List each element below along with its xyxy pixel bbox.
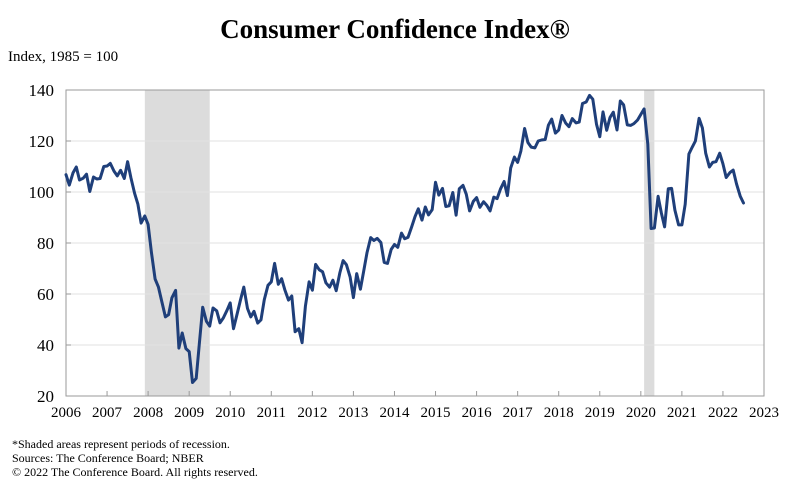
x-tick-label: 2012 — [297, 405, 327, 421]
y-tick-label: 120 — [29, 132, 55, 151]
y-tick-label: 140 — [29, 81, 55, 100]
x-tick-label: 2006 — [51, 405, 82, 421]
x-tick-label: 2019 — [585, 405, 615, 421]
series-line — [64, 93, 745, 384]
y-axis-ticks: 20 40 60 80 100 120 140 — [29, 81, 71, 406]
x-tick-label: 2017 — [503, 405, 534, 421]
x-axis-ticks: 2006 2007 2008 2009 2010 2011 2012 2013 2014 2015… — [51, 391, 779, 421]
chart-title: Consumer Confidence Index® — [220, 14, 570, 44]
y-axis-label: Index, 1985 = 100 — [8, 49, 119, 65]
y-tick-label: 60 — [37, 285, 54, 304]
x-tick-label: 2007 — [92, 405, 123, 421]
x-tick-label: 2021 — [667, 405, 697, 421]
x-tick-label: 2014 — [379, 405, 410, 421]
x-tick-label: 2013 — [338, 405, 368, 421]
y-tick-label: 20 — [37, 387, 54, 406]
x-tick-label: 2008 — [133, 405, 163, 421]
x-tick-label: 2020 — [626, 405, 656, 421]
footnotes: *Shaded areas represent periods of reces… — [12, 437, 258, 479]
y-tick-label: 80 — [37, 234, 54, 253]
x-tick-label: 2018 — [544, 405, 574, 421]
sources-note: Sources: The Conference Board; NBER — [12, 451, 204, 465]
x-tick-label: 2009 — [174, 405, 204, 421]
series-lines — [64, 93, 745, 384]
x-tick-label: 2023 — [749, 405, 779, 421]
copyright-note: © 2022 The Conference Board. All rights … — [12, 465, 258, 479]
x-tick-label: 2015 — [421, 405, 451, 421]
y-tick-label: 100 — [29, 183, 55, 202]
x-tick-label: 2022 — [708, 405, 738, 421]
recession-note: *Shaded areas represent periods of reces… — [12, 437, 230, 451]
x-tick-label: 2010 — [215, 405, 245, 421]
x-tick-label: 2016 — [462, 405, 493, 421]
y-tick-label: 40 — [37, 336, 54, 355]
x-tick-label: 2011 — [257, 405, 286, 421]
